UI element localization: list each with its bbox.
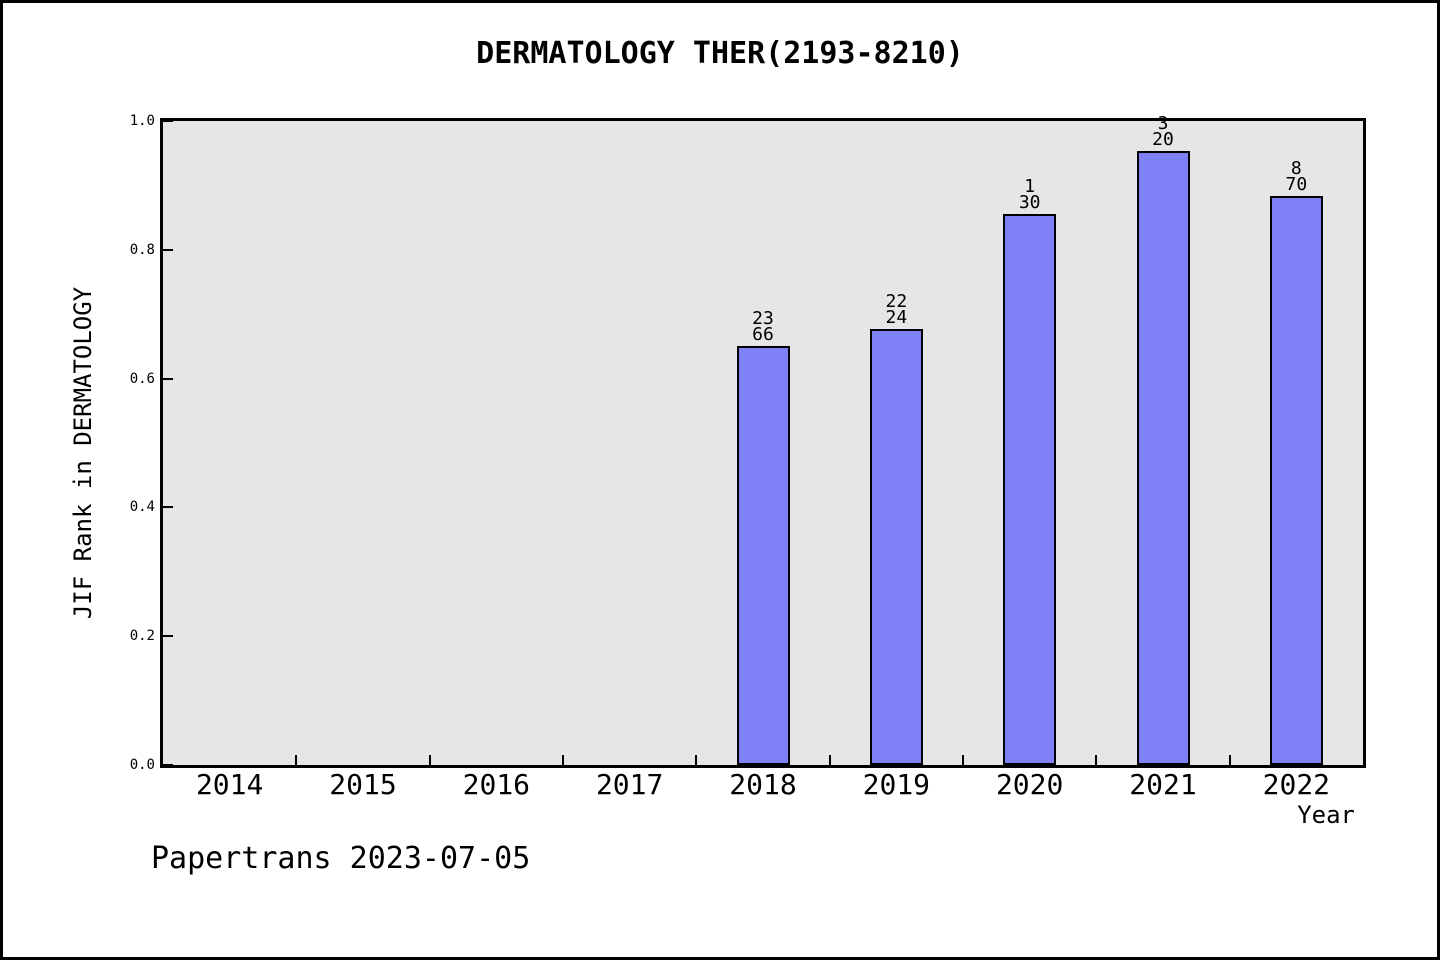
y-tick-mark-0.2 (163, 635, 173, 638)
bar-2018 (737, 346, 790, 765)
x-tick-label-2021: 2021 (1129, 768, 1197, 801)
bar-label-total-2022: 70 (1285, 174, 1308, 195)
y-axis-label: JIF Rank in DERMATOLOGY (69, 286, 97, 620)
bar-label-2020: 1 30 (1018, 176, 1041, 213)
x-tick-label-2016: 2016 (462, 768, 531, 801)
y-tick-mark-0.6 (163, 377, 173, 380)
y-tick-label-0.8: 0.8 (129, 241, 155, 258)
x-tick-label-2017: 2017 (595, 768, 664, 801)
y-tick-mark-0.0 (163, 764, 173, 766)
y-tick-label-0.4: 0.4 (129, 499, 155, 516)
x-axis-label: Year (1297, 801, 1355, 829)
bar-2020 (1003, 214, 1056, 765)
x-tick-label-2014: 2014 (195, 768, 264, 801)
bar-2019 (870, 329, 923, 765)
y-tick-mark-0.8 (163, 248, 173, 251)
x-tick-label-2015: 2015 (329, 768, 397, 801)
y-tick-label-0.6: 0.6 (129, 370, 155, 387)
footer-watermark: Papertrans 2023-07-05 (151, 841, 531, 876)
y-tick-label-1.0: 1.0 (129, 113, 155, 129)
bar-label-2018: 23 66 (752, 308, 774, 345)
bar-label-rank-2022: 8 (1290, 158, 1302, 179)
x-tick-mark-7 (1095, 755, 1098, 765)
x-tick-mark-8 (1228, 755, 1231, 765)
y-tick-mark-1.0 (163, 120, 173, 122)
bar-label-2022: 8 70 (1285, 158, 1308, 195)
x-tick-mark-2 (428, 755, 431, 765)
chart-title: DERMATOLOGY THER(2193-8210) (476, 36, 964, 71)
bar-label-total-2019: 24 (885, 307, 908, 328)
x-tick-label-2019: 2019 (862, 768, 931, 801)
y-tick-label-0.0: 0.0 (129, 757, 155, 773)
x-tick-mark-6 (962, 755, 964, 765)
x-tick-label-2020: 2020 (995, 768, 1064, 801)
bar-label-2021: 3 20 (1152, 113, 1174, 150)
bar-label-total-2021: 20 (1152, 129, 1174, 150)
x-tick-mark-1 (295, 755, 298, 765)
bar-label-rank-2018: 23 (752, 308, 774, 329)
x-tick-mark-4 (695, 755, 698, 765)
bar-label-rank-2021: 3 (1157, 113, 1169, 134)
bar-2022 (1270, 196, 1323, 765)
bar-label-2019: 22 24 (885, 291, 908, 328)
bar-label-total-2018: 66 (752, 324, 774, 345)
plot-area: 23 66 22 24 1 30 3 20 8 70 (163, 115, 1363, 766)
x-tick-mark-3 (562, 755, 564, 765)
y-tick-mark-0.4 (163, 506, 173, 509)
bar-label-rank-2019: 22 (885, 291, 908, 312)
bar-label-rank-2020: 1 (1024, 176, 1036, 197)
x-tick-label-2018: 2018 (729, 768, 797, 801)
bar-label-total-2020: 30 (1018, 192, 1041, 213)
x-tick-label-2022: 2022 (1262, 768, 1331, 801)
bar-2021 (1137, 151, 1190, 765)
x-tick-mark-5 (828, 755, 831, 765)
y-tick-label-0.2: 0.2 (129, 628, 155, 645)
